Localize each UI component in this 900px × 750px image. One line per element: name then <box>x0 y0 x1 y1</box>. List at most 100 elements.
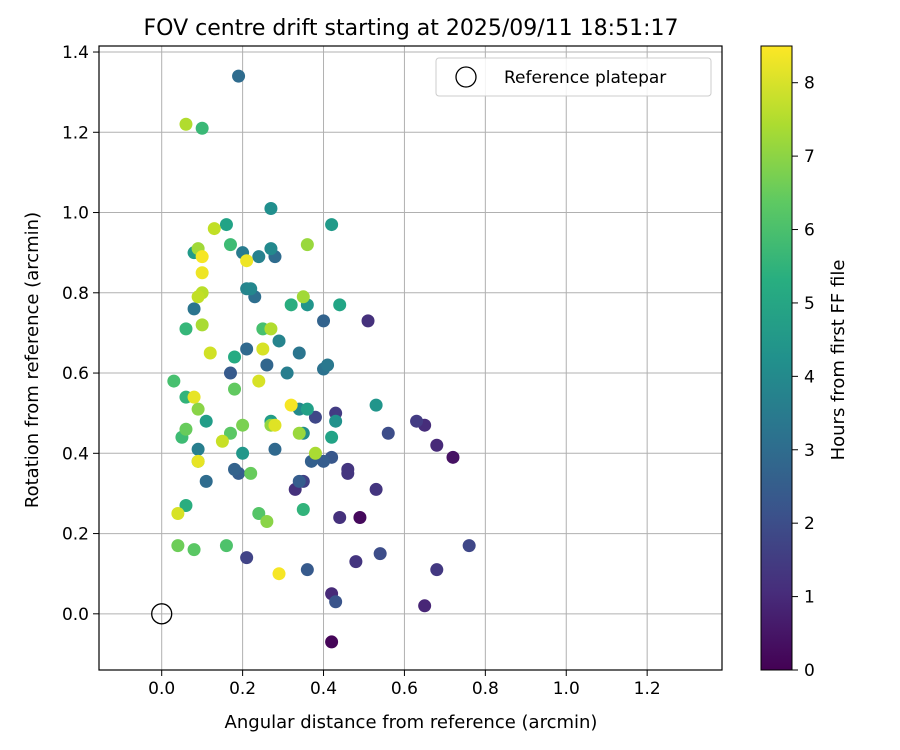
y-tick-label: 0.0 <box>62 605 89 625</box>
scatter-point <box>268 442 282 456</box>
legend-reference-marker <box>455 66 477 88</box>
chart-title: FOV centre drift starting at 2025/09/11 … <box>144 16 679 41</box>
colorbar-tick-label: 0 <box>804 661 815 681</box>
scatter-point <box>223 366 237 380</box>
colorbar-tick-label: 3 <box>804 441 815 461</box>
scatter-point <box>260 515 274 529</box>
x-tick-label: 1.0 <box>553 679 580 699</box>
y-tick-label: 1.2 <box>62 123 89 143</box>
scatter-point <box>272 334 286 348</box>
scatter-point <box>317 314 331 328</box>
scatter-point <box>308 446 322 460</box>
scatter-point <box>171 539 185 553</box>
y-axis-label: Rotation from reference (arcmin) <box>22 212 43 508</box>
scatter-point <box>430 563 444 577</box>
legend: Reference platepar <box>435 57 712 97</box>
scatter-point <box>223 238 237 252</box>
scatter-point <box>191 290 205 304</box>
y-tick-label: 0.8 <box>62 284 89 304</box>
y-tick-label: 0.4 <box>62 444 89 464</box>
colorbar-label: Hours from first FF file <box>828 260 849 461</box>
scatter-point <box>179 422 193 436</box>
scatter-point <box>199 414 213 428</box>
scatter-point <box>325 635 339 649</box>
scatter-point <box>292 426 306 440</box>
scatter-point <box>369 482 383 496</box>
scatter-point <box>252 250 266 264</box>
scatter-point <box>195 318 209 332</box>
legend-entry-label: Reference platepar <box>504 68 666 88</box>
colorbar-tick-label: 5 <box>804 294 815 314</box>
colorbar: 0 1 2 3 4 5 6 7 8 Hours from first FF file <box>760 45 849 681</box>
scatter-point <box>296 290 310 304</box>
scatter-point <box>325 218 339 232</box>
colorbar-tick-label: 1 <box>804 588 815 608</box>
scatter-point <box>349 555 363 569</box>
scatter-point <box>381 426 395 440</box>
legend-box <box>435 57 712 97</box>
colorbar-ticks: 0 1 2 3 4 5 6 7 8 <box>792 74 815 681</box>
scatter-point <box>264 242 278 256</box>
scatter-point <box>341 466 355 480</box>
scatter-point <box>191 454 205 468</box>
plot-frame <box>98 45 723 671</box>
reference-platepar-point <box>151 603 173 625</box>
x-tick-label: 0.2 <box>229 679 256 699</box>
scatter-point <box>236 418 250 432</box>
scatter-point <box>179 322 193 336</box>
scatter-point <box>207 222 221 236</box>
x-tick-label: 1.2 <box>634 679 661 699</box>
scatter-point <box>446 450 460 464</box>
scatter-point <box>195 250 209 264</box>
scatter-point <box>187 543 201 557</box>
y-ticks: 0.0 0.2 0.4 0.6 0.8 1.0 1.2 1.4 <box>62 43 99 625</box>
scatter-point <box>373 547 387 561</box>
scatter-point <box>240 254 254 268</box>
scatter-point <box>280 366 294 380</box>
x-tick-label: 0.4 <box>310 679 337 699</box>
colorbar-tick-label: 6 <box>804 221 815 241</box>
x-tick-label: 0.0 <box>148 679 175 699</box>
scatter-point <box>167 374 181 388</box>
y-tick-label: 0.2 <box>62 525 89 545</box>
scatter-point <box>410 414 424 428</box>
scatter-point <box>418 599 432 613</box>
scatter-point <box>329 595 343 609</box>
scatter-point <box>317 454 331 468</box>
y-tick-label: 1.0 <box>62 204 89 224</box>
grid <box>99 46 722 670</box>
scatter-point <box>252 374 266 388</box>
scatter-point <box>203 346 217 360</box>
scatter-point <box>325 430 339 444</box>
scatter-point <box>228 350 242 364</box>
scatter-point <box>179 117 193 131</box>
scatter-point <box>195 266 209 280</box>
scatter-point <box>292 474 306 488</box>
scatter-point <box>321 358 335 372</box>
scatter-point <box>179 498 193 512</box>
scatter-point <box>191 442 205 456</box>
x-axis-label: Angular distance from reference (arcmin) <box>225 712 598 733</box>
data-points <box>167 69 476 649</box>
scatter-point <box>244 466 258 480</box>
x-ticks: 0.0 0.2 0.4 0.6 0.8 1.0 1.2 <box>148 670 661 699</box>
scatter-point <box>187 390 201 404</box>
x-tick-label: 0.8 <box>472 679 499 699</box>
scatter-point <box>187 302 201 316</box>
scatter-point <box>268 418 282 432</box>
scatter-point <box>171 506 185 520</box>
scatter-point <box>215 434 229 448</box>
scatter-point <box>329 414 343 428</box>
scatter-point <box>284 398 298 412</box>
scatter-point <box>256 342 270 356</box>
scatter-point <box>462 539 476 553</box>
scatter-point <box>240 342 254 356</box>
scatter-point <box>369 398 383 412</box>
scatter-point <box>308 410 322 424</box>
scatter-point <box>264 202 278 216</box>
scatter-point <box>244 282 258 296</box>
colorbar-gradient <box>760 45 793 671</box>
scatter-point <box>264 322 278 336</box>
scatter-point <box>195 121 209 135</box>
